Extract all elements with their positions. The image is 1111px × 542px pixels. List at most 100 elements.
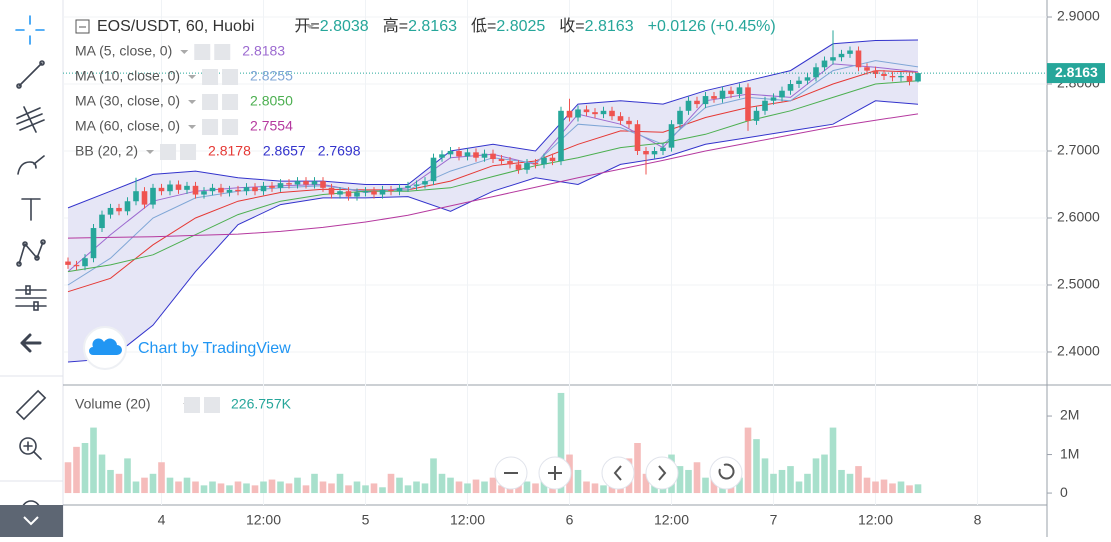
volume-bar	[251, 485, 259, 494]
dropdown-caret[interactable]	[188, 100, 197, 104]
scroll-right-glyph	[658, 465, 667, 481]
candle-body	[592, 112, 598, 115]
volume-bar	[685, 469, 692, 494]
volume-bar	[90, 427, 97, 494]
volume-bar	[200, 485, 208, 494]
volume-bar	[778, 469, 786, 494]
volume-bar	[73, 446, 80, 494]
volume-bar	[889, 483, 896, 494]
volume-bar	[872, 481, 879, 494]
settings-button[interactable]	[160, 144, 177, 160]
candle-body	[872, 70, 879, 74]
remove-button[interactable]	[222, 69, 239, 85]
pattern-tool[interactable]	[16, 239, 46, 267]
candle-body	[838, 53, 845, 58]
remove-button[interactable]	[180, 144, 197, 160]
remove-button[interactable]	[204, 397, 220, 413]
candle-body	[167, 184, 173, 192]
remove-button[interactable]	[214, 44, 231, 60]
remove-button[interactable]	[222, 119, 239, 135]
volume-bar	[404, 485, 412, 494]
candle-body	[82, 258, 88, 267]
dropdown-caret[interactable]	[180, 50, 189, 54]
volume-bar	[353, 481, 361, 494]
back-arrow[interactable]	[20, 333, 42, 353]
candle-body	[337, 191, 343, 195]
scroll-left-button[interactable]	[601, 456, 635, 490]
dropdown-caret[interactable]	[306, 25, 314, 29]
volume-bar	[855, 466, 862, 494]
volume-bar	[234, 481, 242, 494]
candle-body	[158, 187, 165, 192]
remove-button[interactable]	[222, 94, 239, 110]
legend: MA (5, close, 0) 2.8183 MA (10, close, 0) 2…	[75, 43, 361, 160]
zoom-tool[interactable]	[19, 437, 42, 460]
candle-body	[303, 181, 309, 185]
legend-value: 2.8050	[250, 93, 293, 109]
volume-bar	[455, 481, 463, 494]
candle-body	[617, 116, 624, 121]
toolbar	[0, 0, 64, 537]
volume-bar	[583, 481, 590, 494]
dropdown-caret[interactable]	[188, 125, 197, 129]
legend-value: 2.8657	[263, 143, 306, 159]
volume-bar	[438, 473, 446, 494]
candle-body	[847, 50, 853, 54]
x-tick-label: 6	[566, 512, 574, 528]
volume-bar	[787, 466, 794, 494]
volume-bar	[345, 485, 352, 494]
candle-body	[558, 110, 564, 162]
ruler-tool[interactable]	[15, 389, 47, 421]
y-tick-label: 2.9000	[1057, 8, 1100, 24]
watermark-text[interactable]: Chart by TradingView	[138, 340, 291, 357]
volume-bar	[693, 462, 701, 494]
text-tool[interactable]	[21, 198, 41, 221]
candle-body	[541, 157, 547, 165]
volume-value: 226.757K	[231, 396, 292, 412]
collapse-button[interactable]	[0, 505, 63, 537]
candle-body	[184, 185, 190, 190]
dropdown-caret[interactable]	[146, 150, 155, 154]
candle-body	[133, 191, 139, 202]
settings-button[interactable]	[202, 94, 219, 110]
candle-body	[804, 77, 811, 81]
volume-bar	[557, 392, 565, 494]
x-tick-label: 4	[158, 512, 166, 528]
brush-tool[interactable]	[17, 155, 45, 175]
dropdown-caret[interactable]	[188, 75, 197, 79]
volume-bar	[523, 481, 531, 494]
scroll-right-button[interactable]	[645, 456, 679, 490]
change: +0.0126 (+0.45%)	[648, 18, 776, 35]
candle-body	[99, 214, 105, 229]
candle-body	[65, 261, 71, 265]
x-tick-label: 5	[362, 512, 370, 528]
volume-bar	[838, 469, 845, 494]
x-tick-label: 12:00	[246, 512, 281, 528]
trend-line-tool[interactable]	[16, 60, 45, 89]
settings-button[interactable]	[202, 119, 219, 135]
volume-bar	[124, 458, 131, 494]
volume-bar	[812, 458, 820, 494]
candle-body	[668, 124, 675, 148]
measure-tool[interactable]	[15, 285, 47, 311]
volume-bar	[311, 473, 318, 494]
crosshair-tool[interactable]	[15, 15, 45, 45]
volume-bar	[141, 477, 148, 494]
candle-body	[107, 207, 114, 215]
candle-body	[405, 185, 411, 188]
candle-body	[490, 153, 496, 160]
volume-bar	[447, 477, 454, 494]
volume-bar	[319, 481, 327, 494]
settings-button[interactable]	[184, 397, 200, 413]
reset-button[interactable]	[709, 456, 743, 490]
fib-tool[interactable]	[16, 106, 45, 133]
zoom-in-glyph	[548, 466, 562, 480]
settings-button[interactable]	[194, 44, 211, 60]
candle-body	[218, 187, 224, 193]
candle-body	[371, 191, 377, 195]
candle-body	[762, 100, 768, 111]
settings-button[interactable]	[202, 69, 219, 85]
volume-bar	[336, 473, 344, 494]
candle-body	[379, 189, 386, 195]
candle-body	[192, 185, 199, 195]
